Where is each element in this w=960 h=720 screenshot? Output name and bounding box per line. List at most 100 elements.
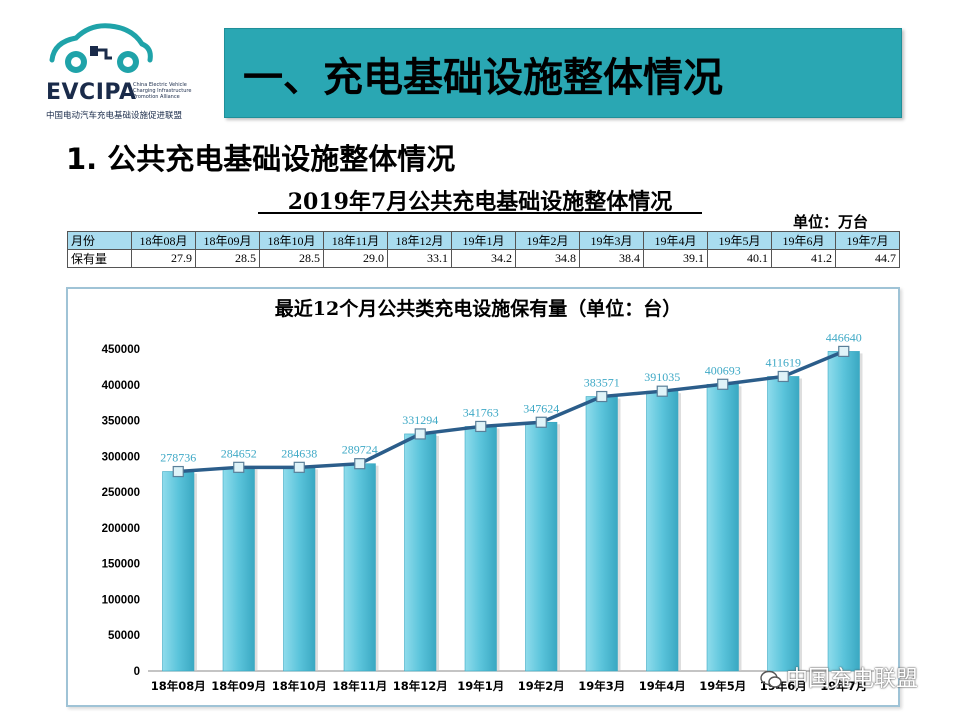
bar bbox=[646, 390, 679, 672]
data-label: 289724 bbox=[342, 443, 378, 457]
x-tick-label: 19年4月 bbox=[639, 679, 686, 693]
y-tick-label: 50000 bbox=[108, 630, 140, 642]
row-header-stock: 保有量 bbox=[67, 249, 132, 268]
data-labels-group: 278736 284652 284638 289724 331294 341763 3476… bbox=[160, 330, 862, 464]
line-marker bbox=[293, 461, 305, 473]
y-tick-label: 400000 bbox=[102, 380, 140, 392]
logo-subtitle-line: Charging Infrastructure bbox=[133, 88, 192, 94]
table-month-cell: 19年4月 bbox=[643, 231, 708, 250]
bar bbox=[464, 426, 497, 672]
chart-title: 最近12个月公共类充电设施保有量（单位：台） bbox=[275, 297, 681, 320]
table-month-cell: 19年3月 bbox=[579, 231, 644, 250]
line-marker bbox=[233, 461, 245, 473]
bar bbox=[767, 376, 800, 672]
title-banner: 一、充电基础设施整体情况 bbox=[224, 28, 902, 118]
data-label: 284652 bbox=[221, 446, 257, 460]
y-tick-label: 200000 bbox=[102, 523, 140, 535]
data-label: 383571 bbox=[584, 376, 620, 390]
bar bbox=[585, 396, 618, 672]
table-value-row: 保有量 27.9 28.5 28.5 29.0 33.1 34.2 34.8 3… bbox=[67, 249, 900, 268]
data-table: 月份 18年08月 18年09月 18年10月 18年11月 18年12月 19… bbox=[67, 231, 900, 268]
y-tick-label: 250000 bbox=[102, 487, 140, 499]
x-tick-label: 18年10月 bbox=[272, 679, 327, 693]
table-month-cell: 18年09月 bbox=[195, 231, 260, 250]
y-tick-label: 450000 bbox=[102, 344, 140, 356]
table-value-cell: 44.7 bbox=[835, 249, 900, 268]
table-value-cell: 28.5 bbox=[195, 249, 260, 268]
data-label: 446640 bbox=[826, 330, 862, 344]
table-month-cell: 19年6月 bbox=[771, 231, 836, 250]
evcipa-logo: EVCIPA China Electric Vehicle Charging I… bbox=[28, 18, 208, 128]
page-title: 一、充电基础设施整体情况 bbox=[243, 55, 723, 101]
logo-subtitle-line: China Electric Vehicle bbox=[133, 82, 187, 88]
table-value-cell: 39.1 bbox=[643, 249, 708, 268]
line-marker bbox=[172, 465, 184, 478]
data-label: 278736 bbox=[160, 451, 196, 465]
wechat-icon bbox=[760, 670, 782, 688]
data-label: 331294 bbox=[402, 413, 438, 427]
unit-label: 单位：万台 bbox=[793, 213, 869, 231]
logo-subtitle: China Electric Vehicle Charging Infrastr… bbox=[133, 82, 213, 100]
bar bbox=[222, 467, 255, 672]
row-header-month: 月份 bbox=[67, 231, 132, 250]
x-tick-label: 18年12月 bbox=[393, 679, 448, 693]
y-axis: 0 50000 100000 150000 200000 250000 300000 3500… bbox=[102, 344, 874, 678]
data-label: 400693 bbox=[705, 363, 741, 377]
x-tick-label: 18年09月 bbox=[211, 679, 266, 693]
watermark-text: 中国充电联盟 bbox=[786, 667, 919, 692]
data-label: 347624 bbox=[523, 401, 559, 415]
trend-line-group bbox=[172, 345, 850, 478]
bars-group bbox=[162, 351, 863, 672]
x-tick-label: 18年11月 bbox=[332, 679, 387, 693]
data-label: 284638 bbox=[281, 446, 317, 460]
data-label: 341763 bbox=[463, 405, 499, 419]
logo-name: EVCIPA bbox=[46, 80, 137, 105]
table-value-cell: 27.9 bbox=[131, 249, 196, 268]
line-marker bbox=[354, 458, 366, 470]
table-value-cell: 38.4 bbox=[579, 249, 644, 268]
bar bbox=[827, 351, 860, 672]
data-label: 411619 bbox=[765, 355, 801, 369]
table-value-cell: 28.5 bbox=[259, 249, 324, 268]
line-marker bbox=[535, 416, 547, 428]
table-month-cell: 19年1月 bbox=[451, 231, 516, 250]
table-value-cell: 33.1 bbox=[387, 249, 452, 268]
data-label: 391035 bbox=[644, 370, 680, 384]
x-tick-label: 19年3月 bbox=[578, 679, 625, 693]
table-value-cell: 34.2 bbox=[451, 249, 516, 268]
table-month-cell: 18年12月 bbox=[387, 231, 452, 250]
table-value-cell: 40.1 bbox=[707, 249, 772, 268]
table-value-cell: 29.0 bbox=[323, 249, 388, 268]
table-month-cell: 18年10月 bbox=[259, 231, 324, 250]
table-title-underline bbox=[258, 212, 702, 214]
chart-frame: 最近12个月公共类充电设施保有量（单位：台） 0 50000 100000 15000… bbox=[66, 287, 900, 707]
y-tick-label: 300000 bbox=[102, 451, 140, 463]
bar bbox=[162, 471, 195, 672]
x-tick-label: 19年2月 bbox=[518, 679, 565, 693]
logo-chinese-name: 中国电动汽车充电基础设施促进联盟 bbox=[46, 111, 183, 121]
y-tick-label: 100000 bbox=[102, 594, 140, 606]
logo-subtitle-line: Promotion Alliance bbox=[133, 94, 180, 100]
bar bbox=[404, 433, 437, 672]
y-tick-label: 0 bbox=[134, 666, 140, 678]
table-title: 2019年7月公共充电基础设施整体情况 bbox=[287, 189, 673, 215]
bar bbox=[706, 383, 739, 672]
bar bbox=[525, 421, 558, 672]
y-tick-label: 350000 bbox=[102, 416, 140, 428]
line-marker bbox=[838, 345, 850, 358]
ev-car-logo-icon bbox=[49, 23, 153, 73]
bar bbox=[283, 467, 316, 672]
x-tick-label: 19年1月 bbox=[457, 679, 504, 693]
line-marker bbox=[475, 420, 487, 433]
table-month-cell: 19年5月 bbox=[707, 231, 772, 250]
table-header-row: 月份 18年08月 18年09月 18年10月 18年11月 18年12月 19… bbox=[67, 231, 900, 250]
table-value-cell: 41.2 bbox=[771, 249, 836, 268]
trend-line bbox=[178, 349, 845, 474]
table-month-cell: 18年11月 bbox=[323, 231, 388, 250]
table-value-cell: 34.8 bbox=[515, 249, 580, 268]
y-tick-label: 150000 bbox=[102, 559, 140, 571]
table-month-cell: 19年7月 bbox=[835, 231, 900, 250]
bar-line-chart: 最近12个月公共类充电设施保有量（单位：台） 0 50000 100000 15000… bbox=[102, 297, 874, 693]
line-marker bbox=[777, 370, 789, 383]
line-marker bbox=[414, 428, 426, 440]
